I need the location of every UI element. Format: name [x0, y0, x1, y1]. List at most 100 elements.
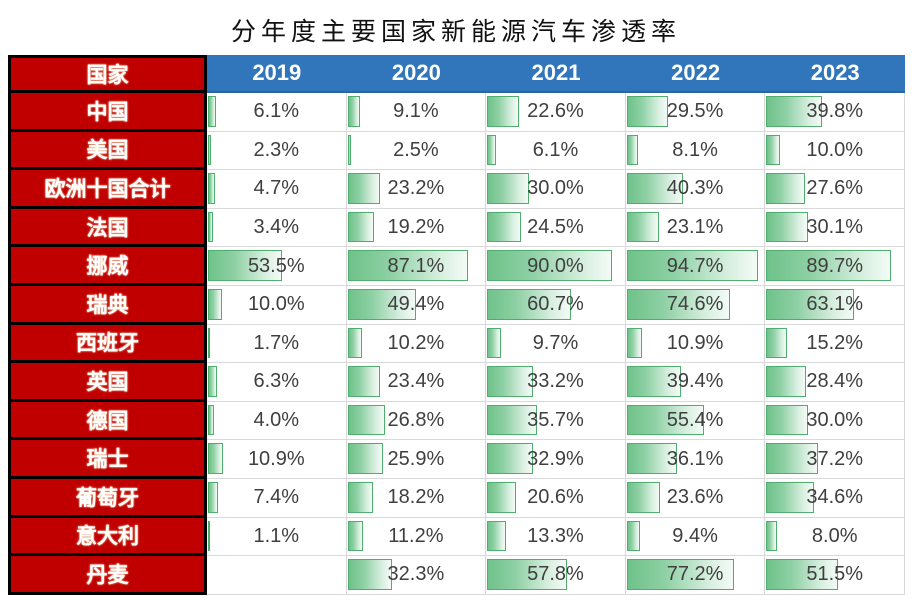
data-cell[interactable]: 28.4%	[765, 363, 905, 402]
data-cell[interactable]: 9.7%	[486, 324, 626, 364]
data-cell[interactable]: 10.9%	[207, 440, 347, 479]
data-cell[interactable]: 22.6%	[486, 93, 626, 132]
data-bar	[626, 520, 640, 552]
data-cell[interactable]: 2.3%	[207, 131, 347, 171]
cell-value: 9.4%	[672, 524, 718, 547]
data-cell[interactable]: 23.1%	[625, 208, 766, 248]
data-cell[interactable]: 74.6%	[625, 285, 766, 325]
data-cell[interactable]: 10.0%	[207, 285, 347, 325]
data-cell[interactable]: 89.7%	[765, 247, 905, 286]
cell-value: 2.3%	[253, 138, 300, 161]
data-cell[interactable]: 32.9%	[486, 440, 626, 479]
data-cell[interactable]: 13.3%	[486, 517, 626, 557]
data-cell[interactable]: 8.1%	[625, 131, 766, 171]
data-cell[interactable]: 6.1%	[207, 93, 347, 132]
cell-value: 4.7%	[253, 177, 300, 200]
data-cell[interactable]: 39.4%	[625, 363, 766, 402]
data-cell[interactable]: 20.6%	[486, 478, 626, 518]
data-cell[interactable]: 30.0%	[486, 170, 626, 209]
data-cell[interactable]: 25.9%	[346, 440, 487, 479]
col-header-2023[interactable]: 2023	[765, 55, 905, 93]
row-header[interactable]: 德国	[8, 401, 207, 441]
cell-value: 39.4%	[666, 370, 724, 393]
cell-value: 30.0%	[806, 409, 864, 432]
data-cell[interactable]: 19.2%	[346, 208, 487, 248]
data-cell[interactable]: 23.6%	[625, 478, 766, 518]
row-header[interactable]: 意大利	[8, 517, 207, 557]
col-header-2020[interactable]: 2020	[346, 55, 487, 93]
data-cell[interactable]: 8.0%	[765, 517, 905, 557]
data-cell[interactable]: 36.1%	[625, 440, 766, 479]
data-cell[interactable]: 94.7%	[625, 247, 766, 286]
row-header[interactable]: 挪威	[8, 247, 207, 286]
data-cell[interactable]: 90.0%	[486, 247, 626, 286]
col-header-2022[interactable]: 2022	[625, 55, 766, 93]
row-header[interactable]: 法国	[8, 208, 207, 248]
data-cell[interactable]	[207, 556, 347, 595]
data-bar	[766, 134, 781, 166]
data-cell[interactable]: 4.7%	[207, 170, 347, 209]
data-cell[interactable]: 57.8%	[486, 556, 626, 595]
col-header-2021[interactable]: 2021	[486, 55, 626, 93]
col-header-country[interactable]: 国家	[8, 55, 207, 93]
data-bar	[347, 327, 362, 359]
data-cell[interactable]: 30.0%	[765, 401, 905, 441]
data-cell[interactable]: 40.3%	[625, 170, 766, 209]
data-bar	[487, 481, 516, 513]
row-header[interactable]: 英国	[8, 363, 207, 402]
data-bar	[208, 366, 217, 397]
data-cell[interactable]: 55.4%	[625, 401, 766, 441]
data-cell[interactable]: 26.8%	[346, 401, 487, 441]
data-cell[interactable]: 24.5%	[486, 208, 626, 248]
data-cell[interactable]: 7.4%	[207, 478, 347, 518]
data-cell[interactable]: 39.8%	[765, 93, 905, 132]
data-cell[interactable]: 11.2%	[346, 517, 487, 557]
row-header[interactable]: 瑞典	[8, 285, 207, 325]
data-bar	[487, 327, 501, 359]
row-header[interactable]: 欧洲十国合计	[8, 170, 207, 209]
row-header[interactable]: 瑞士	[8, 440, 207, 479]
data-bar	[208, 173, 215, 204]
row-header[interactable]: 中国	[8, 93, 207, 132]
data-cell[interactable]: 3.4%	[207, 208, 347, 248]
data-cell[interactable]: 10.2%	[346, 324, 487, 364]
cell-value: 10.9%	[666, 331, 724, 354]
cell-value: 36.1%	[666, 447, 724, 470]
data-cell[interactable]: 63.1%	[765, 285, 905, 325]
data-cell[interactable]: 27.6%	[765, 170, 905, 209]
data-cell[interactable]: 6.1%	[486, 131, 626, 171]
data-cell[interactable]: 1.7%	[207, 324, 347, 364]
data-cell[interactable]: 9.4%	[625, 517, 766, 557]
data-cell[interactable]: 10.9%	[625, 324, 766, 364]
row-header[interactable]: 丹麦	[8, 556, 207, 595]
data-cell[interactable]: 37.2%	[765, 440, 905, 479]
data-cell[interactable]: 87.1%	[346, 247, 487, 286]
data-cell[interactable]: 60.7%	[486, 285, 626, 325]
data-cell[interactable]: 53.5%	[207, 247, 347, 286]
cell-value: 10.9%	[247, 447, 305, 470]
data-cell[interactable]: 33.2%	[486, 363, 626, 402]
data-cell[interactable]: 77.2%	[625, 556, 766, 595]
data-cell[interactable]: 1.1%	[207, 517, 347, 557]
row-header[interactable]: 葡萄牙	[8, 478, 207, 518]
data-cell[interactable]: 35.7%	[486, 401, 626, 441]
data-bar	[487, 520, 506, 552]
data-cell[interactable]: 49.4%	[346, 285, 487, 325]
data-cell[interactable]: 2.5%	[346, 131, 487, 171]
data-cell[interactable]: 34.6%	[765, 478, 905, 518]
row-header[interactable]: 西班牙	[8, 324, 207, 364]
data-cell[interactable]: 30.1%	[765, 208, 905, 248]
data-cell[interactable]: 6.3%	[207, 363, 347, 402]
data-cell[interactable]: 29.5%	[625, 93, 766, 132]
data-cell[interactable]: 10.0%	[765, 131, 905, 171]
data-cell[interactable]: 15.2%	[765, 324, 905, 364]
data-cell[interactable]: 4.0%	[207, 401, 347, 441]
col-header-2019[interactable]: 2019	[207, 55, 347, 93]
data-cell[interactable]: 23.2%	[346, 170, 487, 209]
data-cell[interactable]: 18.2%	[346, 478, 487, 518]
data-cell[interactable]: 51.5%	[765, 556, 905, 595]
data-cell[interactable]: 23.4%	[346, 363, 487, 402]
data-cell[interactable]: 32.3%	[346, 556, 487, 595]
row-header[interactable]: 美国	[8, 131, 207, 171]
data-cell[interactable]: 9.1%	[346, 93, 487, 132]
